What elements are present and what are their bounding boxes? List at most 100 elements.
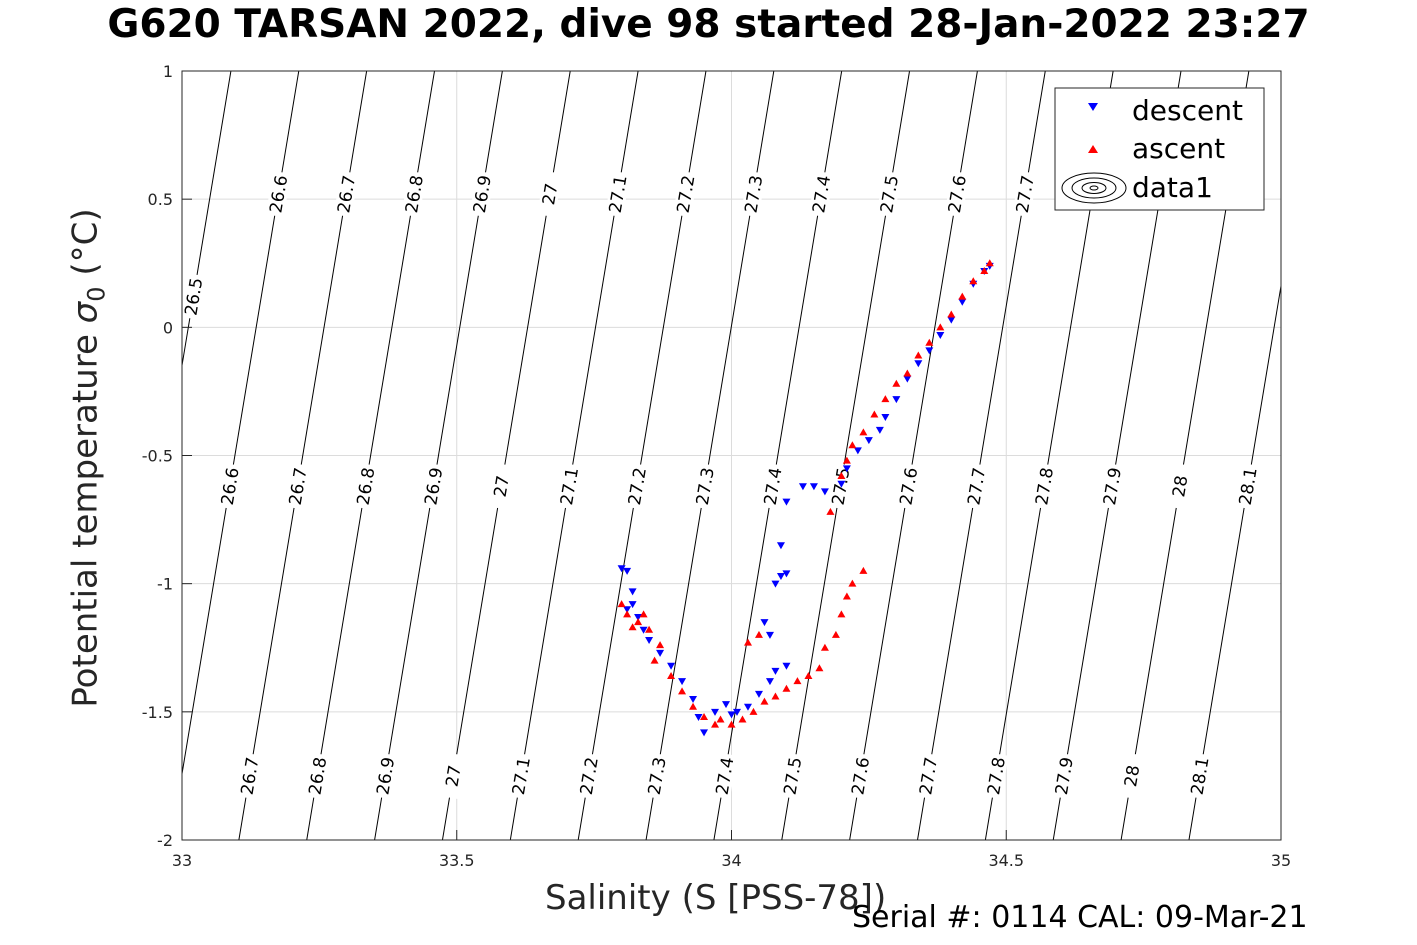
contour-label: 27.1	[605, 170, 632, 218]
contour-label-text: 27.4	[809, 174, 835, 215]
ascent-point	[903, 369, 912, 377]
contour-label-text: 27.1	[557, 466, 583, 507]
descent-point	[617, 565, 626, 573]
contour-label-text: 26.5	[181, 276, 207, 317]
descent-point	[809, 483, 818, 491]
contour-label: 27.4	[760, 463, 787, 510]
ascent-point	[754, 630, 763, 638]
contour-label-bg	[1051, 752, 1077, 800]
chart-title: G620 TARSAN 2022, dive 98 started 28-Jan…	[107, 2, 1310, 47]
contour-label-text: 27.5	[877, 174, 903, 215]
contour-label-bg	[944, 170, 970, 218]
descent-point	[925, 347, 934, 355]
ascent-point	[826, 507, 835, 515]
contour-label-bg	[808, 170, 834, 218]
contour-label-text: 27.3	[741, 174, 767, 215]
ascent-point	[760, 697, 769, 705]
ascent-point	[859, 566, 868, 574]
contour-label-bg	[508, 752, 534, 800]
descent-point	[782, 662, 791, 670]
descent-point	[881, 414, 890, 422]
legend-contour-icon	[1061, 172, 1127, 204]
descent-point	[798, 483, 807, 491]
descent-point	[634, 613, 643, 621]
descent-point	[782, 498, 791, 506]
contour-label-text: 27.5	[780, 756, 806, 797]
contour-label: 27	[537, 170, 562, 218]
ascent-point	[782, 684, 791, 692]
y-tick-label: 0.5	[148, 190, 173, 209]
serial-cal-footer: Serial #: 0114 CAL: 09-Mar-21	[852, 900, 1308, 935]
descent-point	[914, 360, 923, 368]
contour-label-bg	[217, 463, 243, 510]
contour-label-text: 27.4	[761, 466, 787, 507]
contour-label-text: 26.6	[218, 466, 244, 507]
contour-label: 26.6	[217, 463, 244, 510]
y-axis-label: Potential temperature σ0 (°C)	[65, 208, 111, 708]
contour-label: 27.8	[1031, 463, 1058, 510]
contour-label: 27.7	[915, 752, 942, 800]
contour-label: 28.1	[1187, 752, 1214, 800]
ascent-point	[689, 702, 698, 710]
descent-point	[765, 678, 774, 686]
ascent-point	[914, 351, 923, 359]
ascent-point	[815, 664, 824, 672]
descent-point	[842, 465, 851, 473]
contour-label-text: 27	[442, 764, 465, 789]
contour-label-text: 27.6	[896, 466, 922, 507]
descent-point	[727, 711, 736, 719]
descent-point	[667, 662, 676, 670]
contour-label-text: 28.1	[1236, 466, 1262, 507]
contour-label-text: 27.3	[645, 756, 671, 797]
x-tick-label: 34.5	[988, 851, 1024, 870]
ascent-point	[848, 579, 857, 587]
descent-point	[936, 332, 945, 340]
x-tick-label: 35	[1271, 851, 1291, 870]
contour-label-bg	[1099, 463, 1125, 510]
contour-label-text: 27.6	[945, 174, 971, 215]
contour-label-text: 27.4	[713, 756, 739, 797]
contour-label-text: 27.2	[577, 756, 603, 797]
contour-label-bg	[1012, 170, 1038, 218]
descent-point	[776, 542, 785, 550]
contour-label-text: 26.7	[238, 756, 264, 797]
y-axis: -2 -1.5 -1 -0.5 0 0.5 1	[142, 62, 192, 850]
ascent-point	[947, 310, 956, 318]
contour-label-bg	[624, 463, 650, 510]
descent-point	[903, 375, 912, 383]
contour-label-bg	[1119, 752, 1145, 800]
descent-point	[754, 690, 763, 698]
contour-label: 27.3	[644, 752, 671, 800]
y-tick-label: -1	[157, 575, 173, 594]
ascent-point	[804, 671, 813, 679]
descent-point	[853, 447, 862, 455]
contour-label-bg	[304, 752, 330, 800]
contour-label-text: 27.2	[625, 466, 651, 507]
legend-box	[1054, 87, 1265, 211]
contour-label: 27.9	[1051, 752, 1078, 800]
ascent-point	[859, 428, 868, 436]
contour-label-bg	[692, 463, 718, 510]
contour-label: 27.2	[624, 463, 651, 510]
contour-label: 27.3	[692, 463, 719, 510]
ascent-point	[793, 677, 802, 685]
contour-label-bg	[915, 752, 941, 800]
ascent-point	[656, 641, 665, 649]
contour-label: 26.9	[372, 752, 399, 800]
ascent-point	[634, 618, 643, 626]
ascent-point	[628, 623, 637, 631]
contour-label-bg	[556, 463, 582, 510]
descent-point	[732, 708, 741, 716]
contour-label: 28.1	[1235, 463, 1262, 510]
contour-label-text: 28	[1121, 764, 1144, 789]
contour-label-bg	[644, 752, 670, 800]
contour-label: 27.1	[508, 752, 535, 800]
contour-label-text: 27.9	[1100, 466, 1126, 507]
contour-label-text: 27.7	[916, 756, 942, 797]
descent-point	[771, 667, 780, 675]
contour-label-text: 27.7	[1013, 174, 1039, 215]
ascent-point	[645, 625, 654, 633]
contour-label: 26.6	[265, 170, 292, 218]
contour-label-text: 26.9	[373, 756, 399, 797]
